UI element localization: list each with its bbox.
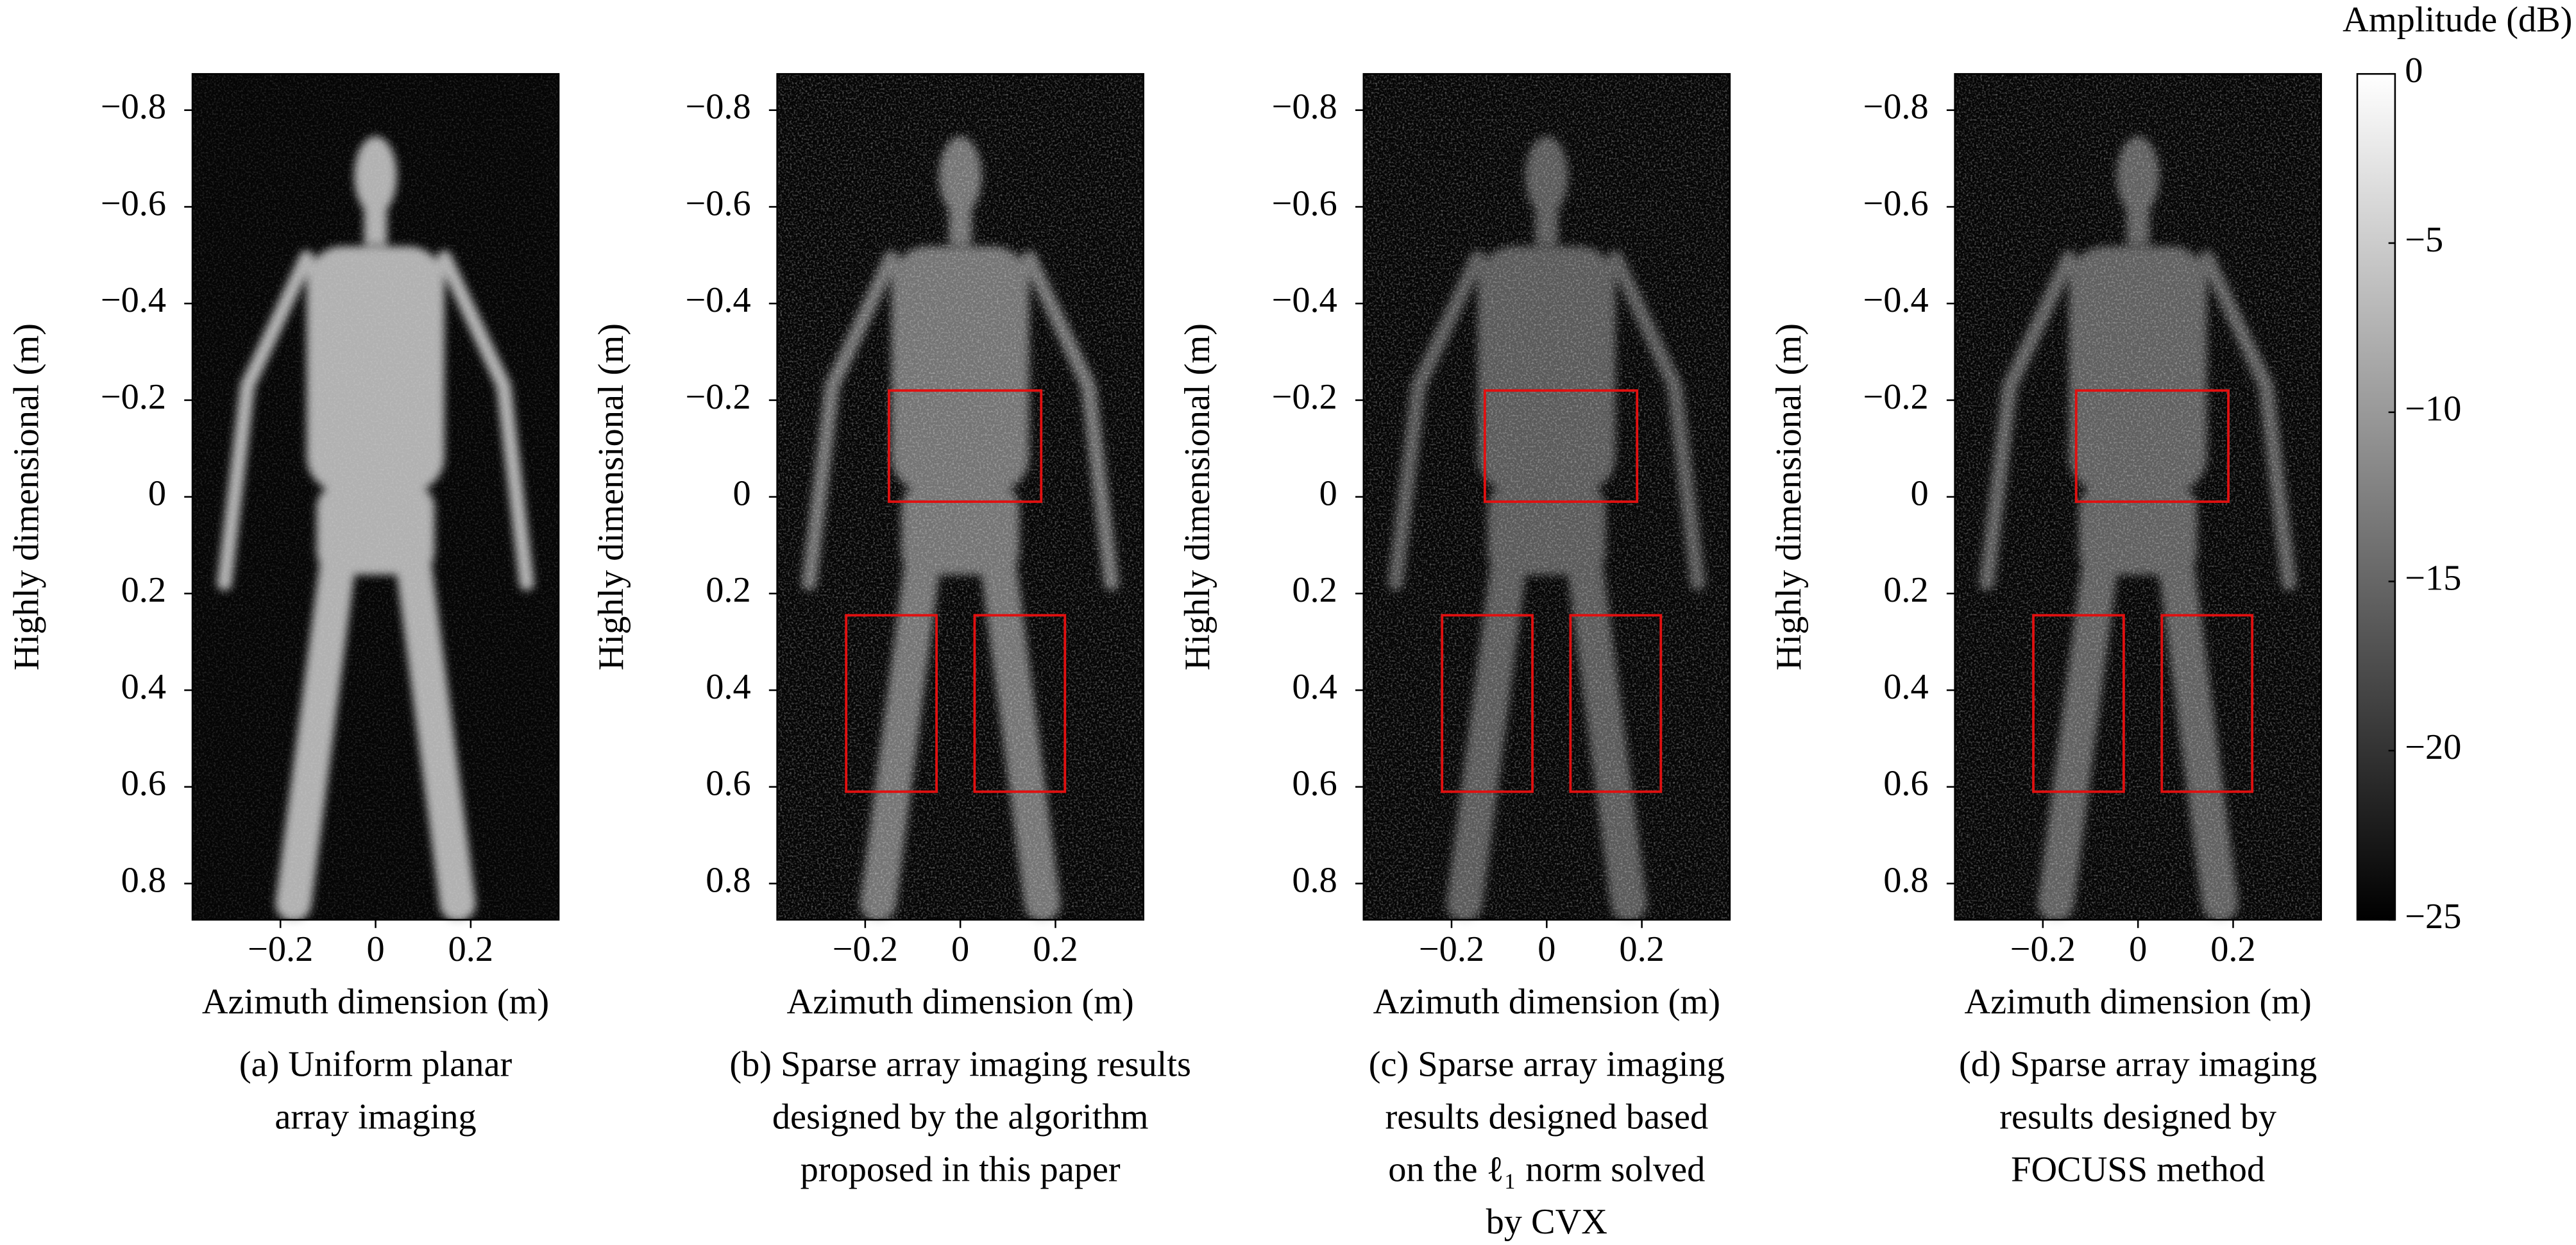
y-tick-label: 0 [148, 474, 166, 514]
x-tick-label: −0.2 [833, 929, 898, 969]
y-tick-label: 0.2 [706, 570, 750, 610]
y-tick-label: 0.6 [121, 764, 166, 804]
y-tick-label: −0.8 [1863, 87, 1928, 127]
colorbar-tick-label: −20 [2405, 727, 2461, 767]
highlight-box [2032, 614, 2125, 793]
caption-line: results designed by [1999, 1097, 2276, 1137]
y-tick-label: −0.4 [1272, 280, 1337, 320]
highlight-box [1441, 614, 1534, 793]
y-tick-label: 0.8 [1292, 860, 1337, 900]
y-tick-label: −0.8 [101, 87, 166, 127]
y-tick-label: −0.2 [685, 377, 750, 417]
y-axis-label: Highly dimensional (m) [591, 323, 631, 670]
y-tick-label: 0.4 [1883, 667, 1928, 707]
highlight-box [1569, 614, 1663, 793]
panel: −0.8 −0.6 −0.4 −0.2 0 0.2 0.4 0.6 0.8 −0.2 0 0.2 Hig… [1178, 72, 1731, 1242]
y-tick-label: −0.6 [1863, 183, 1928, 223]
y-tick-label: −0.4 [1863, 280, 1928, 320]
y-tick-label: −0.4 [685, 280, 750, 320]
caption-line: results designed based [1385, 1097, 1708, 1137]
colorbar: 0 −5 −10 −15 −20 −25 Amplitude (dB) [2343, 0, 2572, 936]
y-tick-label: −0.8 [1272, 87, 1337, 127]
panel: −0.8 −0.6 −0.4 −0.2 0 0.2 0.4 0.6 0.8 −0.2 0 0.2 Hig… [1769, 72, 2322, 1189]
colorbar-fill [2356, 72, 2396, 921]
x-tick-label: −0.2 [248, 929, 313, 969]
y-tick-label: −0.2 [1863, 377, 1928, 417]
caption-line: FOCUSS method [2011, 1149, 2265, 1189]
x-tick-label: −0.2 [1419, 929, 1484, 969]
colorbar-tick-label: −15 [2405, 558, 2461, 598]
y-axis-label: Highly dimensional (m) [1178, 323, 1217, 670]
x-axis-label: Azimuth dimension (m) [1964, 982, 2311, 1022]
colorbar-tick-label: −25 [2405, 897, 2461, 936]
colorbar-tick-label: −5 [2405, 220, 2443, 260]
y-tick-label: −0.8 [685, 87, 750, 127]
y-tick-label: −0.4 [101, 280, 166, 320]
colorbar-tick-label: 0 [2405, 51, 2423, 90]
caption-line: (c) Sparse array imaging [1369, 1044, 1725, 1084]
x-tick-label: 0 [951, 929, 969, 969]
caption-line: array imaging [275, 1097, 476, 1137]
y-tick-label: −0.2 [101, 377, 166, 417]
y-tick-label: −0.2 [1272, 377, 1337, 417]
highlight-box [845, 614, 938, 793]
y-tick-label: 0.4 [121, 667, 166, 707]
caption-line: proposed in this paper [801, 1149, 1121, 1189]
highlight-box [1483, 389, 1639, 504]
panel: −0.8 −0.6 −0.4 −0.2 0 0.2 0.4 0.6 0.8 −0.2 0 0.2 Hig… [6, 72, 560, 1137]
panel: −0.8 −0.6 −0.4 −0.2 0 0.2 0.4 0.6 0.8 −0.2 0 0.2 Hig… [591, 72, 1191, 1189]
x-tick-label: 0 [1538, 929, 1555, 969]
x-axis-label: Azimuth dimension (m) [786, 982, 1133, 1022]
y-tick-label: −0.6 [685, 183, 750, 223]
highlight-box [2160, 614, 2254, 793]
y-tick-label: −0.6 [1272, 183, 1337, 223]
caption-line: (b) Sparse array imaging results [729, 1044, 1191, 1084]
y-tick-label: 0 [1910, 474, 1928, 514]
y-tick-label: 0.6 [1883, 764, 1928, 804]
y-tick-label: 0.8 [1883, 860, 1928, 900]
y-tick-label: 0 [733, 474, 750, 514]
x-tick-label: 0.2 [1033, 929, 1078, 969]
x-tick-label: 0 [2129, 929, 2147, 969]
y-axis-label: Highly dimensional (m) [6, 323, 46, 670]
caption-line: by CVX [1486, 1202, 1607, 1242]
x-tick-label: 0.2 [448, 929, 493, 969]
caption-line: on the ℓ₁ norm solved [1388, 1149, 1705, 1189]
x-tick-label: −0.2 [2010, 929, 2076, 969]
y-tick-label: 0.6 [706, 764, 750, 804]
y-tick-label: 0.2 [121, 570, 166, 610]
image-noise [192, 74, 559, 920]
y-tick-label: 0.2 [1292, 570, 1337, 610]
highlight-box [2074, 389, 2230, 504]
y-tick-label: 0.8 [706, 860, 750, 900]
y-tick-label: 0.8 [121, 860, 166, 900]
caption-line: (a) Uniform planar [239, 1044, 513, 1084]
caption-line: (d) Sparse array imaging [1959, 1044, 2317, 1084]
y-axis-label: Highly dimensional (m) [1769, 323, 1809, 670]
y-tick-label: 0 [1319, 474, 1337, 514]
image-noise [1954, 74, 2321, 920]
x-axis-label: Azimuth dimension (m) [1373, 982, 1720, 1022]
highlight-box [887, 389, 1043, 504]
y-tick-label: 0.2 [1883, 570, 1928, 610]
y-tick-label: −0.6 [101, 183, 166, 223]
x-tick-label: 0.2 [1619, 929, 1664, 969]
highlight-box [973, 614, 1067, 793]
image-noise [1363, 74, 1730, 920]
colorbar-tick-label: −10 [2405, 389, 2461, 429]
y-tick-label: 0.4 [706, 667, 750, 707]
y-tick-label: 0.4 [1292, 667, 1337, 707]
x-axis-label: Azimuth dimension (m) [202, 982, 549, 1022]
x-tick-label: 0 [366, 929, 384, 969]
x-tick-label: 0.2 [2210, 929, 2255, 969]
colorbar-title: Amplitude (dB) [2343, 0, 2572, 40]
caption-line: designed by the algorithm [772, 1097, 1149, 1137]
image-noise [777, 74, 1144, 920]
y-tick-label: 0.6 [1292, 764, 1337, 804]
